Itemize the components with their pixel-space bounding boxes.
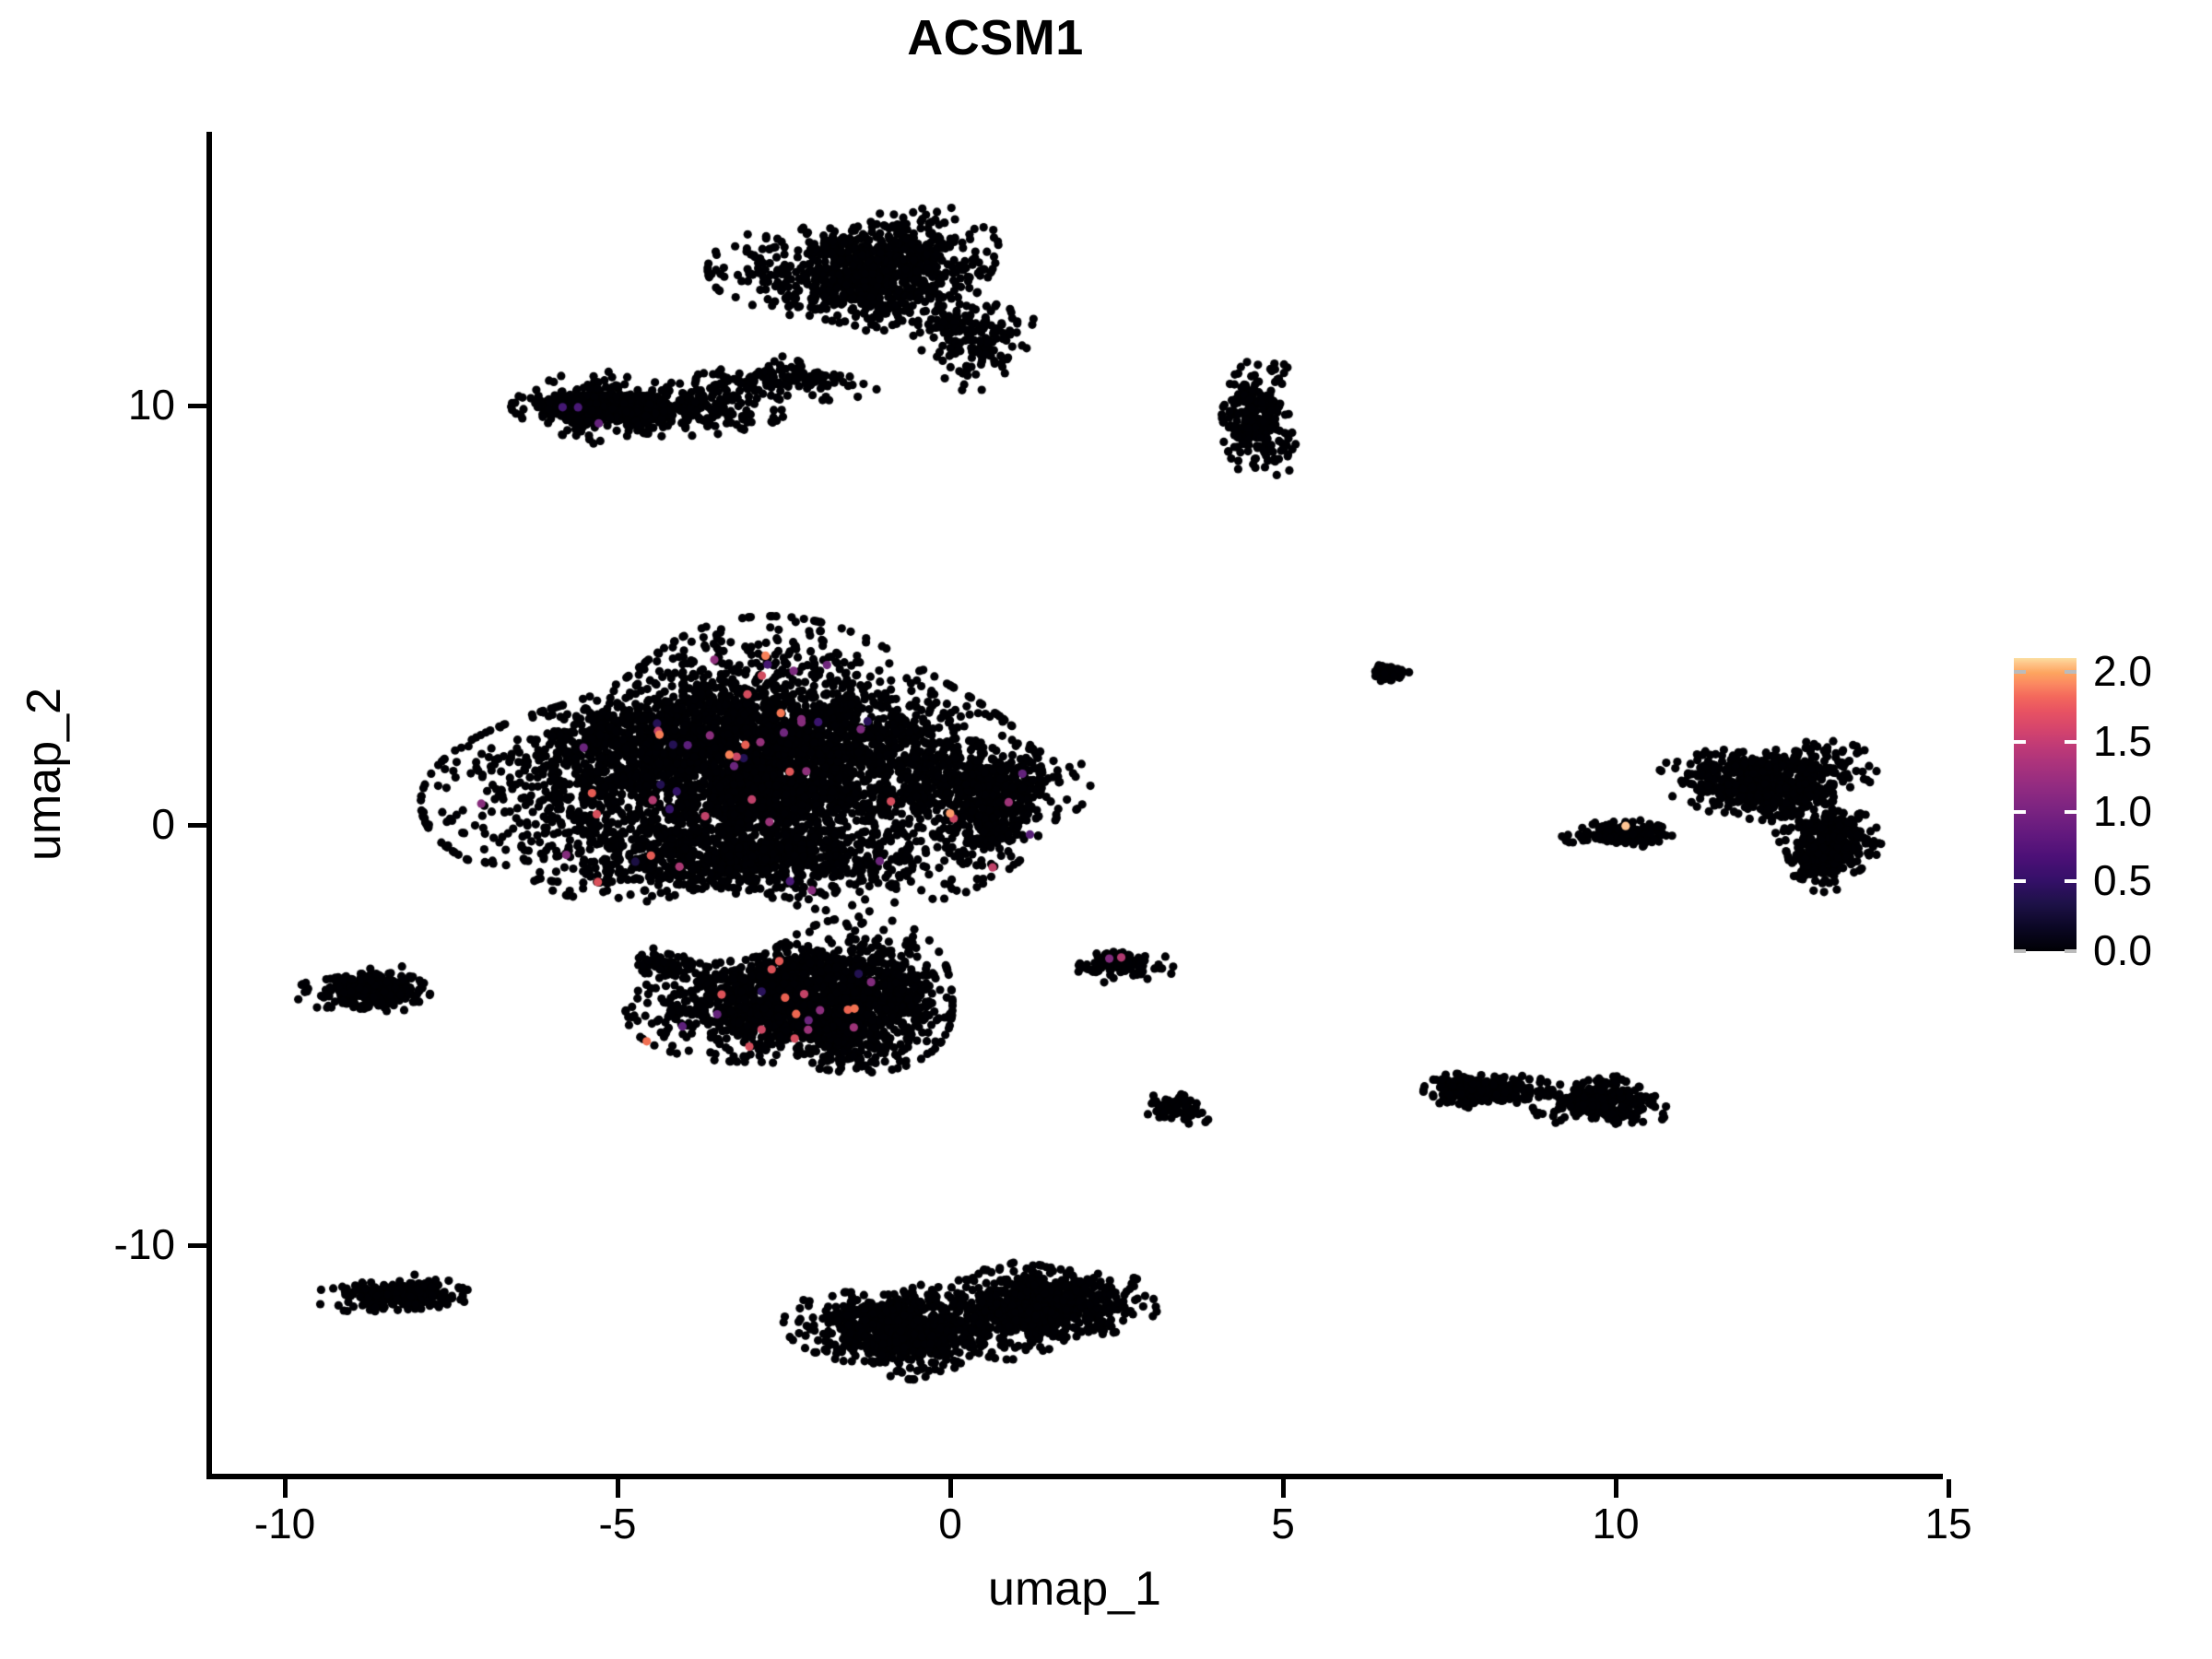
colorbar-tick-label: 1.5 (2093, 716, 2152, 765)
x-tick-label: -10 (253, 1500, 316, 1547)
x-tick-label: 15 (1924, 1500, 1972, 1547)
x-axis-line (206, 1474, 1943, 1479)
x-tick-mark (1947, 1479, 1951, 1498)
y-tick-label: 10 (127, 380, 175, 429)
x-tick-label: -5 (598, 1500, 637, 1547)
colorbar-tick-label: 0.5 (2093, 856, 2152, 905)
colorbar-tick-mark (2014, 739, 2026, 744)
colorbar-tick-label: 0.0 (2093, 926, 2152, 974)
y-tick-label: 0 (151, 800, 175, 848)
y-tick-mark (188, 823, 206, 828)
y-axis-label: umap_2 (18, 688, 71, 861)
colorbar-tick-mark (2065, 739, 2077, 744)
colorbar-tick-mark (2065, 809, 2077, 814)
colorbar-tick-mark (2065, 949, 2077, 953)
y-tick-mark (188, 1242, 206, 1248)
colorbar-tick-mark (2014, 879, 2026, 884)
x-tick-mark (1281, 1479, 1286, 1498)
x-axis-label: umap_1 (988, 1562, 1161, 1616)
y-tick-mark (188, 403, 206, 408)
colorbar-tick-label: 2.0 (2093, 647, 2152, 696)
colorbar-gradient (2014, 658, 2077, 951)
colorbar-tick-mark (2065, 879, 2077, 884)
colorbar-tick-label: 1.0 (2093, 786, 2152, 835)
x-tick-mark (1614, 1479, 1618, 1498)
colorbar-tick-mark (2065, 670, 2077, 675)
colorbar-tick-mark (2014, 670, 2026, 675)
y-tick-label: -10 (113, 1219, 175, 1268)
x-tick-mark (616, 1479, 620, 1498)
x-tick-label: 0 (938, 1500, 962, 1547)
colorbar-legend: 0.0 0.5 1.0 1.5 2.0 (2014, 650, 2212, 971)
y-axis-line (206, 132, 212, 1479)
colorbar-tick-mark (2014, 809, 2026, 814)
x-tick-label: 5 (1271, 1500, 1295, 1547)
x-tick-mark (948, 1479, 953, 1498)
x-tick-label: 10 (1592, 1500, 1640, 1547)
page-title: ACSM1 (907, 10, 1084, 65)
x-tick-mark (283, 1479, 288, 1498)
colorbar-tick-mark (2014, 949, 2026, 953)
